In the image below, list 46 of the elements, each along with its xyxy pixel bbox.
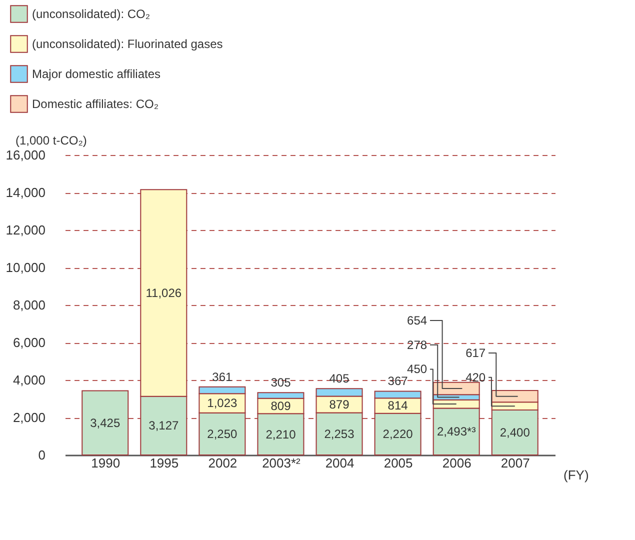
data-label: 11,026 (146, 286, 182, 300)
y-tick-label: 16,000 (6, 148, 46, 162)
y-tick-label: 10,000 (6, 260, 46, 275)
y-tick-label: 14,000 (6, 185, 46, 200)
data-label: 2,253 (324, 426, 355, 441)
y-tick-label: 0 (38, 448, 46, 462)
data-label: 420 (466, 370, 486, 384)
data-label: 3,127 (148, 418, 179, 433)
data-label: 809 (270, 398, 292, 413)
data-label: 2,210 (266, 427, 296, 442)
y-tick-label: 4,000 (12, 372, 46, 388)
data-label: 814 (388, 398, 408, 413)
x-tick-label: 2007 (500, 456, 530, 470)
x-tick-label: 2005 (384, 456, 413, 470)
legend-label: (unconsolidated): Fluorinated gases (32, 37, 223, 51)
x-tick-label: 2006 (442, 456, 472, 470)
data-label: 367 (388, 374, 408, 388)
y-tick-label: 12,000 (6, 222, 46, 238)
y-tick-label: 6,000 (12, 335, 46, 350)
data-label: 2,220 (382, 427, 414, 442)
data-label: 654 (407, 313, 428, 328)
data-label: 450 (407, 362, 428, 376)
data-label: 2,493*³ (436, 424, 476, 439)
x-tick-label: 1995 (150, 456, 179, 470)
legend-label: (unconsolidated): CO₂ (32, 7, 150, 21)
legend-label: Domestic affiliates: CO₂ (32, 97, 159, 111)
y-tick-label: 2,000 (12, 410, 46, 425)
x-tick-label: 2003*² (262, 456, 302, 470)
data-label: 305 (270, 376, 292, 390)
data-label: 405 (329, 372, 350, 386)
bar (82, 390, 129, 456)
legend-label: Major domestic affiliates (32, 67, 160, 81)
data-label: 3,425 (90, 416, 120, 430)
data-label: 278 (407, 338, 428, 352)
data-label: 879 (329, 398, 350, 412)
y-tick-label: 8,000 (12, 298, 46, 312)
x-tick-label: 2002 (208, 456, 238, 470)
x-axis-title: (FY) (564, 468, 589, 482)
data-label: 2,250 (207, 426, 238, 441)
x-tick-label: 2004 (325, 456, 354, 470)
data-label: 2,400 (500, 426, 530, 440)
data-label: 1,023 (207, 396, 238, 410)
y-axis-title: (1,000 t-CO₂) (16, 134, 87, 148)
x-tick-label: 1990 (91, 456, 120, 470)
data-label: 361 (212, 370, 233, 384)
data-label: 617 (466, 346, 486, 360)
